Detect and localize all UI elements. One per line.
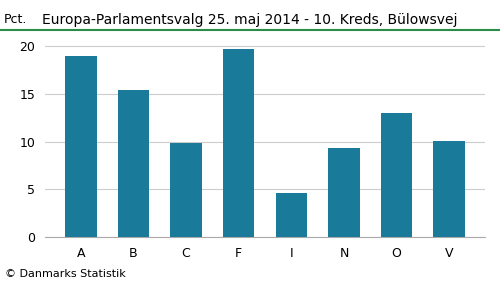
Bar: [276, 193, 307, 237]
Bar: [170, 144, 202, 237]
Bar: [118, 90, 149, 237]
Bar: [381, 113, 412, 237]
Bar: [434, 141, 465, 237]
Text: Europa-Parlamentsvalg 25. maj 2014 - 10. Kreds, Bülowsvej: Europa-Parlamentsvalg 25. maj 2014 - 10.…: [42, 13, 458, 27]
Bar: [223, 49, 254, 237]
Text: Pct.: Pct.: [4, 12, 26, 26]
Text: © Danmarks Statistik: © Danmarks Statistik: [5, 269, 126, 279]
Bar: [328, 148, 360, 237]
Bar: [65, 56, 96, 237]
